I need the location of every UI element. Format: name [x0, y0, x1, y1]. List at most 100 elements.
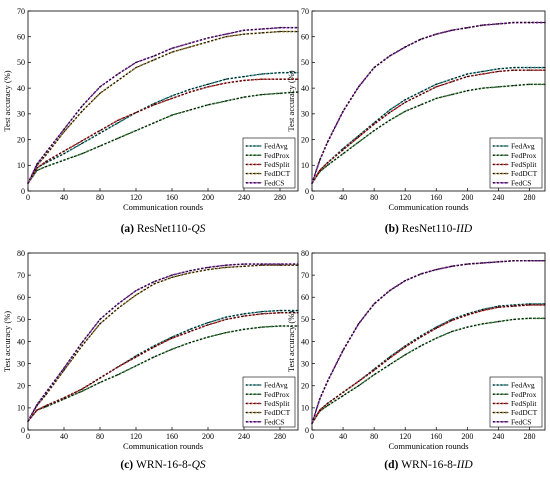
data-point — [297, 312, 299, 314]
data-point — [319, 398, 321, 400]
y-tick-label: 70 — [301, 271, 309, 280]
legend-label: FedAvg — [264, 381, 288, 390]
data-point — [466, 90, 468, 92]
data-point — [482, 262, 484, 264]
data-point — [297, 325, 299, 327]
data-point — [63, 398, 65, 400]
data-point — [528, 303, 531, 305]
series-FedAvg — [311, 66, 546, 184]
data-point — [513, 84, 515, 87]
data-point — [544, 260, 546, 262]
x-tick-label: 240 — [492, 432, 504, 441]
data-point — [319, 159, 321, 161]
data-point — [99, 323, 101, 325]
data-point — [279, 30, 281, 33]
data-point — [261, 326, 263, 328]
data-point — [153, 102, 155, 105]
data-point — [207, 336, 209, 338]
legend-label: FedProx — [264, 151, 290, 160]
series-dots — [311, 22, 546, 184]
data-point — [420, 336, 422, 338]
x-tick-label: 120 — [130, 432, 142, 441]
y-tick-label: 0 — [21, 187, 25, 196]
data-point — [528, 317, 531, 319]
x-tick-label: 200 — [202, 193, 214, 202]
data-point — [261, 93, 263, 96]
data-point — [81, 390, 83, 392]
x-tick-label: 80 — [96, 193, 104, 202]
data-point — [358, 385, 360, 387]
data-point — [358, 86, 360, 88]
data-point — [435, 86, 437, 88]
data-point — [189, 109, 191, 111]
data-point — [279, 72, 281, 74]
data-point — [171, 95, 173, 97]
series-FedCS — [27, 26, 299, 184]
data-point — [466, 27, 468, 29]
data-point — [466, 314, 468, 316]
data-point — [389, 364, 391, 366]
data-point — [373, 369, 375, 371]
legend-label: FedProx — [264, 390, 290, 399]
data-point — [358, 141, 360, 143]
data-point — [297, 27, 299, 29]
data-point — [544, 66, 546, 69]
y-axis-label: Test accuracy (%) — [286, 311, 296, 372]
data-point — [261, 32, 263, 34]
data-point — [261, 311, 263, 313]
data-point — [171, 276, 173, 278]
data-point — [497, 68, 499, 70]
data-point — [342, 110, 344, 112]
data-point — [311, 182, 313, 184]
y-tick-label: 70 — [17, 271, 25, 280]
data-point — [153, 346, 155, 348]
y-tick-label: 0 — [21, 426, 25, 435]
data-point — [389, 111, 391, 114]
data-point — [451, 318, 453, 320]
data-point — [243, 313, 245, 315]
legend-label: FedAvg — [511, 142, 535, 151]
data-point — [420, 104, 422, 106]
data-point — [189, 342, 191, 344]
data-point — [135, 111, 137, 114]
data-point — [528, 260, 531, 262]
data-point — [153, 281, 155, 283]
series-dots — [27, 325, 299, 422]
y-tick-label: 40 — [301, 84, 309, 93]
data-point — [297, 72, 299, 74]
data-point — [342, 147, 344, 150]
data-point — [261, 313, 263, 315]
series-dots — [27, 263, 299, 422]
series-dots — [27, 27, 299, 184]
data-point — [63, 153, 65, 155]
data-point — [207, 268, 209, 271]
data-point — [420, 273, 422, 275]
series-FedSplit — [311, 69, 546, 184]
data-point — [63, 397, 65, 399]
x-tick-label: 80 — [96, 432, 104, 441]
data-point — [373, 374, 375, 376]
caption-label: (c) — [120, 459, 136, 471]
data-point — [45, 391, 47, 393]
data-point — [435, 33, 437, 35]
data-point — [45, 165, 47, 168]
data-point — [435, 97, 437, 100]
data-point — [420, 93, 422, 96]
x-tick-label: 120 — [399, 432, 411, 441]
data-point — [207, 266, 209, 268]
data-point — [117, 122, 119, 124]
data-point — [482, 24, 484, 26]
data-point — [297, 263, 299, 265]
data-point — [342, 395, 344, 397]
data-point — [389, 55, 391, 57]
data-point — [225, 82, 227, 84]
data-point — [513, 66, 515, 69]
data-point — [435, 337, 437, 339]
data-point — [171, 337, 173, 339]
x-axis-label: Communication rounds — [388, 441, 468, 451]
data-point — [297, 264, 299, 266]
caption-label: (b) — [385, 223, 402, 235]
data-point — [36, 403, 38, 406]
x-tick-label: 200 — [461, 432, 473, 441]
